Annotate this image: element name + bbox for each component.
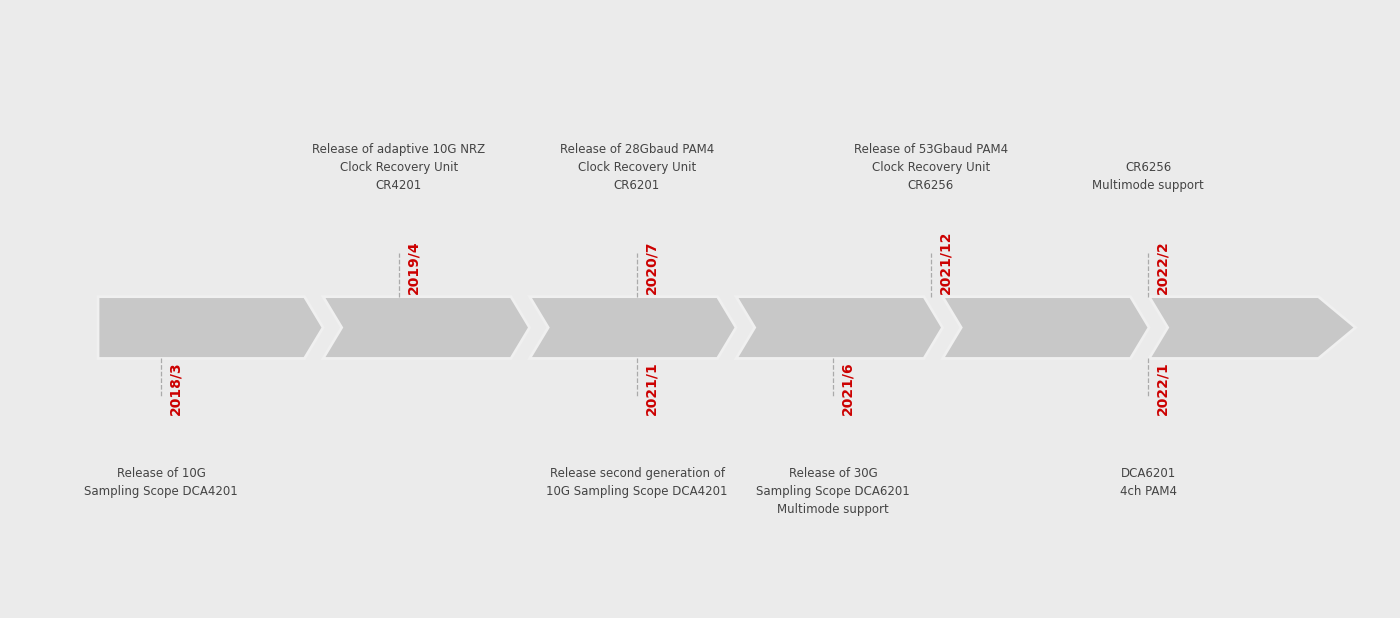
Text: 2021/6: 2021/6 [840,362,854,415]
Text: Release of 28Gbaud PAM4
Clock Recovery Unit
CR6201: Release of 28Gbaud PAM4 Clock Recovery U… [560,143,714,192]
Text: 2020/7: 2020/7 [644,240,658,294]
Text: CR6256
Multimode support: CR6256 Multimode support [1092,161,1204,192]
Polygon shape [736,297,942,358]
Polygon shape [323,297,529,358]
Text: 2021/12: 2021/12 [938,230,952,294]
Text: Release of 10G
Sampling Scope DCA4201: Release of 10G Sampling Scope DCA4201 [84,467,238,497]
Text: Release of adaptive 10G NRZ
Clock Recovery Unit
CR4201: Release of adaptive 10G NRZ Clock Recove… [312,143,486,192]
Polygon shape [98,297,323,358]
Text: Release second generation of
10G Sampling Scope DCA4201: Release second generation of 10G Samplin… [546,467,728,497]
Text: 2018/3: 2018/3 [168,362,182,415]
Polygon shape [942,297,1149,358]
Text: Release of 53Gbaud PAM4
Clock Recovery Unit
CR6256: Release of 53Gbaud PAM4 Clock Recovery U… [854,143,1008,192]
Text: 2019/4: 2019/4 [406,240,420,294]
Polygon shape [1149,297,1355,358]
Text: Release of 30G
Sampling Scope DCA6201
Multimode support: Release of 30G Sampling Scope DCA6201 Mu… [756,467,910,515]
Text: 2022/1: 2022/1 [1155,362,1169,415]
Text: 2022/2: 2022/2 [1155,240,1169,294]
Polygon shape [529,297,736,358]
Text: DCA6201
4ch PAM4: DCA6201 4ch PAM4 [1120,467,1176,497]
Text: 2021/1: 2021/1 [644,362,658,415]
